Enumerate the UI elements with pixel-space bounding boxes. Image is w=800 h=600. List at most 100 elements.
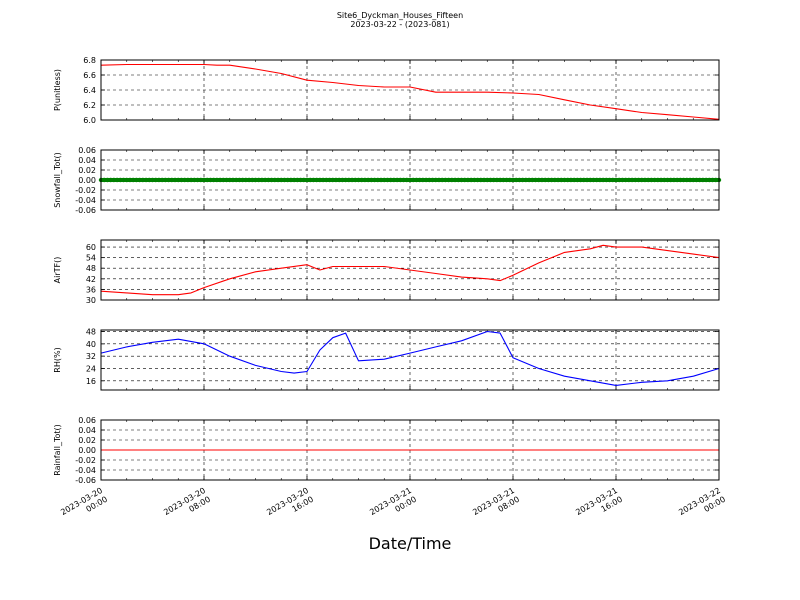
data-point xyxy=(240,177,245,183)
y-tick-label: -0.04 xyxy=(75,466,96,475)
data-point xyxy=(324,177,329,183)
data-point xyxy=(118,177,123,183)
data-point xyxy=(314,177,319,183)
data-point xyxy=(423,177,429,183)
plot-frame xyxy=(100,149,720,211)
y-tick-label: -0.06 xyxy=(75,206,96,215)
data-point xyxy=(346,177,352,183)
data-point xyxy=(710,177,715,183)
data-point xyxy=(330,177,335,183)
data-point xyxy=(304,177,310,183)
data-point xyxy=(192,177,197,183)
data-point xyxy=(253,177,258,183)
data-point xyxy=(188,177,194,183)
data-point xyxy=(233,177,239,183)
data-point xyxy=(102,177,107,183)
data-point xyxy=(668,177,673,183)
data-point xyxy=(182,177,187,183)
data-point xyxy=(626,177,632,183)
data-point xyxy=(124,177,129,183)
y-axis-label: RH(%) xyxy=(53,347,62,372)
data-point xyxy=(269,177,274,183)
data-point xyxy=(568,177,574,183)
data-point xyxy=(485,177,490,183)
data-point xyxy=(221,177,226,183)
data-point xyxy=(147,177,152,183)
data-point xyxy=(465,177,471,183)
data-point xyxy=(571,177,577,183)
y-tick-label: 16 xyxy=(86,377,96,386)
data-point xyxy=(665,177,670,183)
data-point xyxy=(246,177,252,183)
data-point xyxy=(497,177,503,183)
data-point xyxy=(636,177,641,183)
data-point xyxy=(452,177,458,183)
y-tick-label: 0.00 xyxy=(78,446,96,455)
data-point xyxy=(237,177,242,183)
data-point xyxy=(604,177,609,183)
data-point xyxy=(549,177,554,183)
data-point xyxy=(134,177,139,183)
data-point xyxy=(533,177,538,183)
data-point xyxy=(439,177,445,183)
data-point xyxy=(404,177,409,183)
chart-title: Site6_Dyckman_Houses_Fifteen xyxy=(336,11,464,20)
data-point xyxy=(382,177,387,183)
data-point xyxy=(436,177,442,183)
y-tick-label: 0.04 xyxy=(78,156,96,165)
data-point xyxy=(111,177,117,183)
data-point xyxy=(198,177,203,183)
y-tick-label: 36 xyxy=(86,285,96,294)
data-point xyxy=(356,177,361,183)
data-point xyxy=(394,177,400,183)
data-point xyxy=(250,177,255,183)
data-point xyxy=(530,177,535,183)
data-point xyxy=(510,177,516,183)
data-point xyxy=(201,177,207,183)
data-point xyxy=(462,177,467,183)
data-point xyxy=(369,177,374,183)
data-point xyxy=(411,177,416,183)
data-point xyxy=(559,177,564,183)
data-point xyxy=(671,177,677,183)
plot-frame xyxy=(100,59,720,121)
data-point xyxy=(327,177,332,183)
data-point xyxy=(481,177,487,183)
data-point xyxy=(259,177,265,183)
data-point xyxy=(588,177,593,183)
x-axis-label: Date/Time xyxy=(368,534,452,553)
data-point xyxy=(362,177,368,183)
data-point xyxy=(552,177,558,183)
data-point xyxy=(375,177,381,183)
data-point xyxy=(546,177,551,183)
y-tick-label: 42 xyxy=(86,275,96,284)
data-point xyxy=(597,177,603,183)
data-point xyxy=(694,177,699,183)
y-tick-label: 24 xyxy=(86,364,96,373)
data-point xyxy=(633,177,638,183)
data-point xyxy=(542,177,548,183)
data-point xyxy=(179,177,184,183)
data-point xyxy=(488,177,493,183)
y-tick-label: 40 xyxy=(86,340,96,349)
data-point xyxy=(275,177,281,183)
data-point xyxy=(211,177,216,183)
data-point xyxy=(514,177,519,183)
data-point xyxy=(494,177,500,183)
data-point xyxy=(227,177,232,183)
data-point xyxy=(388,177,393,183)
data-point xyxy=(185,177,191,183)
y-axis-label: Snowfall_Tot() xyxy=(53,152,62,208)
data-point xyxy=(121,177,126,183)
data-point xyxy=(581,177,587,183)
y-tick-label: 54 xyxy=(86,254,96,263)
data-point xyxy=(687,177,693,183)
data-point xyxy=(420,177,426,183)
plot-frame xyxy=(100,419,720,481)
subplot-5: 0.060.040.020.00-0.02-0.04-0.06 Rainfall_… xyxy=(53,416,720,485)
y-tick-label: 30 xyxy=(86,296,96,305)
data-point xyxy=(320,177,326,183)
